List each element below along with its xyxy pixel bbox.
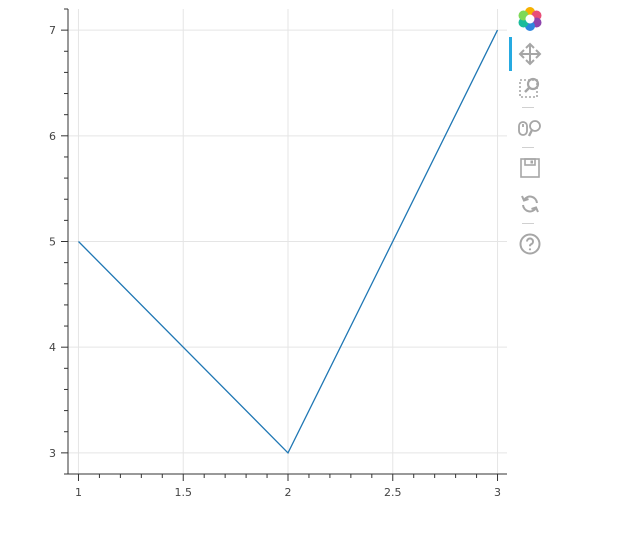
y-tick-label: 6 (49, 130, 56, 143)
toolbar-separator (522, 223, 534, 224)
x-axis: 1 1.5 2 2.5 3 (68, 473, 507, 499)
box-zoom-tool-button[interactable] (513, 73, 547, 103)
y-tick-label: 7 (49, 24, 56, 37)
x-tick-label: 3 (494, 486, 501, 499)
wheel-zoom-tool-button[interactable] (513, 113, 547, 143)
x-tick-label: 2 (285, 486, 292, 499)
line-chart: 3 4 5 6 7 1 1.5 2 2.5 3 (49, 8, 507, 499)
y-tick-label: 4 (49, 341, 56, 354)
logo-icon[interactable] (513, 5, 547, 33)
save-icon (518, 156, 542, 180)
toolbar-separator (522, 107, 534, 108)
reset-icon (518, 192, 542, 216)
box-zoom-icon (518, 76, 542, 100)
toolbar-separator (522, 147, 534, 148)
y-tick-label: 3 (49, 447, 56, 460)
series-line-1 (78, 29, 499, 455)
help-tool-button[interactable] (513, 229, 547, 259)
grid-lines (68, 9, 507, 474)
wheel-zoom-icon (517, 116, 543, 140)
x-tick-label: 1.5 (174, 486, 192, 499)
x-tick-label: 2.5 (384, 486, 402, 499)
pan-tool-button[interactable] (509, 37, 547, 71)
y-tick-label: 5 (49, 236, 56, 249)
save-tool-button[interactable] (513, 153, 547, 183)
pan-icon (518, 42, 542, 66)
series-group (78, 29, 499, 455)
y-axis: 3 4 5 6 7 (49, 8, 69, 475)
help-icon (518, 232, 542, 256)
reset-tool-button[interactable] (513, 189, 547, 219)
x-tick-label: 1 (75, 486, 82, 499)
